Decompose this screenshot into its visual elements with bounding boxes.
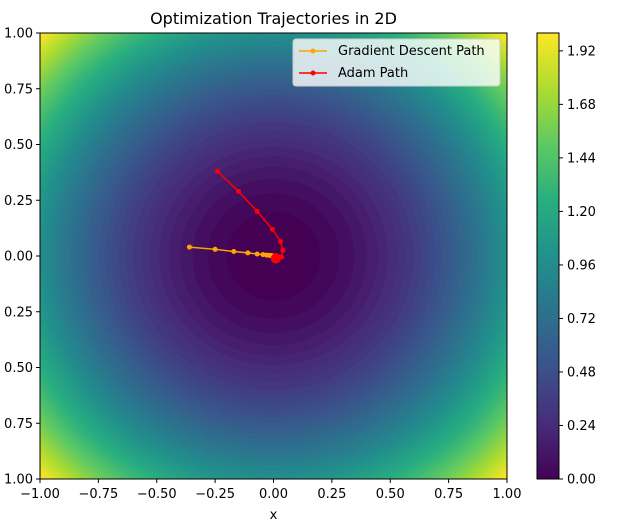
y-tick-label: 0.25 bbox=[4, 305, 33, 320]
trajectory-series bbox=[186, 168, 286, 264]
legend-marker-gradient-descent bbox=[310, 48, 316, 54]
x-tick-label: −0.75 bbox=[78, 487, 118, 502]
colorbar-tick-label: 0.96 bbox=[567, 258, 596, 273]
chart-title: Optimization Trajectories in 2D bbox=[150, 9, 397, 28]
contour-surface bbox=[40, 33, 507, 479]
x-tick-label: −0.50 bbox=[137, 487, 177, 502]
series-point bbox=[231, 249, 237, 255]
series-end-marker bbox=[270, 253, 281, 264]
series-point bbox=[278, 239, 284, 245]
colorbar-tick-label: 1.92 bbox=[567, 44, 596, 59]
x-tick-label: 0.50 bbox=[376, 487, 405, 502]
x-tick-label: −1.00 bbox=[20, 487, 60, 502]
colorbar-tick-label: 0.24 bbox=[567, 419, 596, 434]
y-tick-label: 0.25 bbox=[4, 194, 33, 209]
legend-box bbox=[292, 38, 501, 87]
series-point bbox=[254, 208, 260, 214]
x-tick-label: 1.00 bbox=[493, 487, 522, 502]
series-point bbox=[235, 188, 241, 194]
colorbar-tick-label: 0.72 bbox=[567, 312, 596, 327]
x-tick-label: −0.25 bbox=[195, 487, 235, 502]
series-1 bbox=[214, 168, 286, 264]
x-tick-label: 0.25 bbox=[317, 487, 346, 502]
colorbar-frame bbox=[536, 32, 560, 480]
y-tick-label: 0.50 bbox=[4, 138, 33, 153]
colorbar-tick-label: 0.00 bbox=[567, 473, 596, 488]
y-tick-label: 0.00 bbox=[4, 250, 33, 265]
x-tick-label: 0.00 bbox=[259, 487, 288, 502]
series-point bbox=[245, 250, 251, 256]
colorbar-tick-label: 1.44 bbox=[567, 151, 596, 166]
y-tick-label: 1.00 bbox=[4, 27, 33, 42]
x-axis: −1.00 −0.75 −0.50 −0.25 0.00 0.25 0.50 0.75 1.00 bbox=[20, 479, 521, 502]
y-axis: 1.00 0.75 0.50 0.25 0.00 0.25 0.50 0.75 1.00 bbox=[4, 27, 40, 488]
y-tick-label: 1.00 bbox=[4, 473, 33, 488]
series-point bbox=[186, 244, 192, 250]
legend-label-adam: Adam Path bbox=[338, 66, 408, 81]
y-tick-label: 0.75 bbox=[4, 417, 33, 432]
colorbar-axis: 0.00 0.24 0.48 0.72 0.96 1.20 1.44 1.68 1.92 bbox=[559, 44, 596, 488]
series-point bbox=[269, 226, 275, 232]
legend-label-gradient-descent: Gradient Descent Path bbox=[338, 44, 485, 59]
colorbar-tick-label: 1.20 bbox=[567, 205, 596, 220]
colorbar-tick-label: 0.48 bbox=[567, 365, 596, 380]
legend-marker-adam bbox=[310, 70, 316, 76]
series-point bbox=[212, 246, 218, 252]
colorbar-tick-label: 1.68 bbox=[567, 98, 596, 113]
series-point bbox=[280, 247, 286, 253]
legend: Gradient Descent Path Adam Path bbox=[292, 38, 501, 87]
series-point bbox=[214, 168, 220, 174]
y-tick-label: 0.75 bbox=[4, 82, 33, 97]
y-tick-label: 0.50 bbox=[4, 361, 33, 376]
x-axis-label: x bbox=[270, 508, 278, 523]
colorbar bbox=[537, 33, 559, 479]
x-tick-label: 0.75 bbox=[434, 487, 463, 502]
series-point bbox=[254, 251, 260, 257]
